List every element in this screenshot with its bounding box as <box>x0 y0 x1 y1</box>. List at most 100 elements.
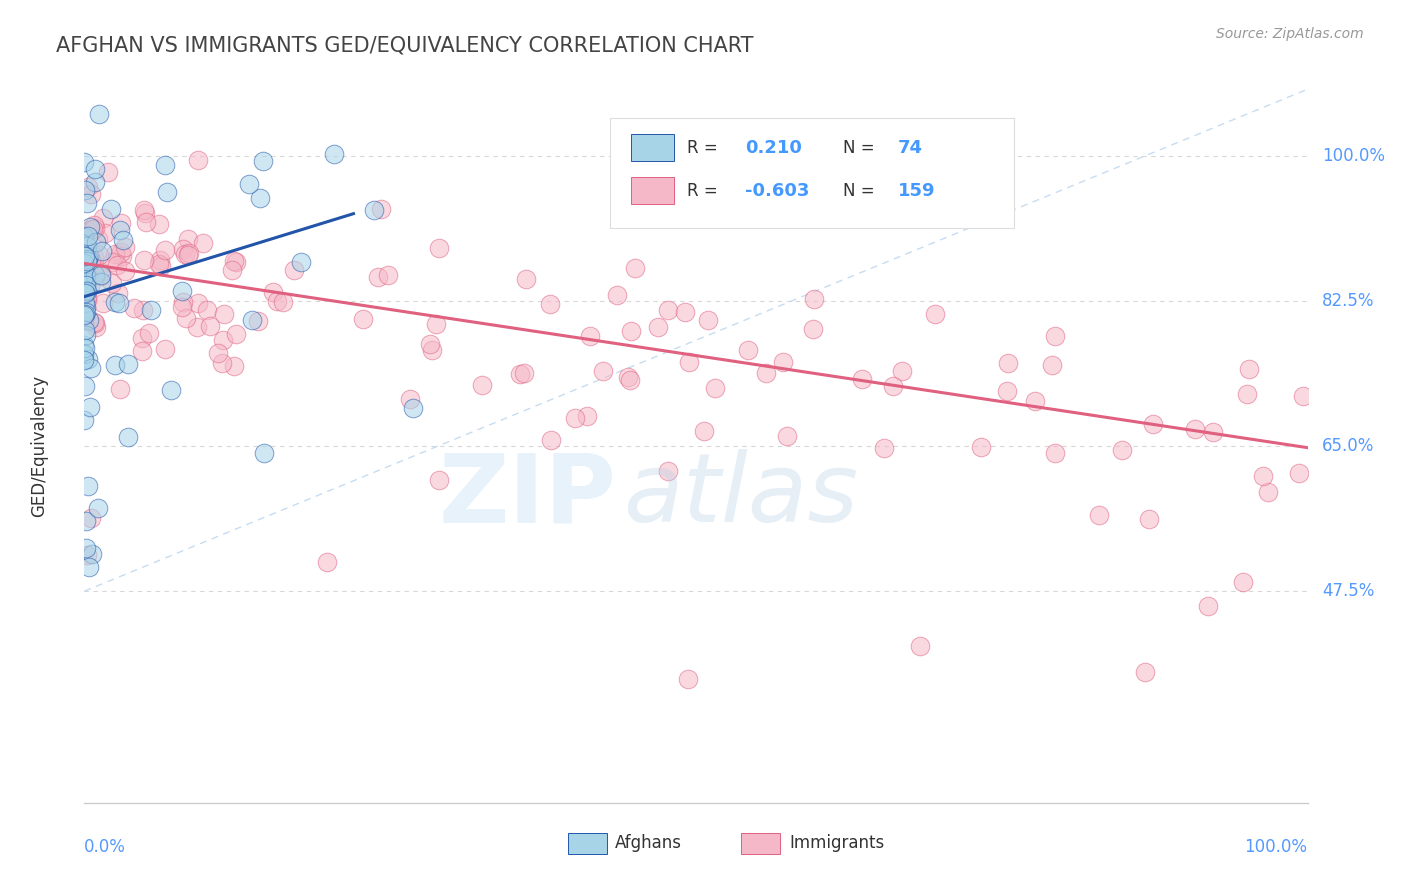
Text: N =: N = <box>842 182 880 200</box>
Point <box>657 464 679 478</box>
Point <box>77 351 100 366</box>
Point <box>564 411 586 425</box>
Point <box>512 367 534 381</box>
Text: 159: 159 <box>898 182 935 200</box>
Point <box>75 328 97 343</box>
Point <box>290 255 312 269</box>
Point <box>75 342 97 356</box>
Point <box>134 252 156 267</box>
Point <box>134 203 156 218</box>
Point <box>970 440 993 454</box>
Point <box>253 445 276 459</box>
Point <box>76 252 98 267</box>
Point <box>90 269 112 284</box>
Point <box>211 356 233 370</box>
Point <box>592 364 614 378</box>
Point <box>997 356 1019 370</box>
Text: Source: ZipAtlas.com: Source: ZipAtlas.com <box>1216 27 1364 41</box>
Point <box>427 473 450 487</box>
Point <box>73 379 96 393</box>
Point <box>75 287 97 301</box>
Point <box>370 202 392 216</box>
Point <box>73 353 96 368</box>
Point <box>76 239 98 253</box>
Point <box>515 271 537 285</box>
Point <box>224 254 246 268</box>
Point <box>238 177 260 191</box>
Point <box>1133 665 1156 680</box>
Point <box>107 286 129 301</box>
Point <box>101 255 124 269</box>
Point <box>75 283 97 297</box>
Point <box>575 409 598 423</box>
Point <box>117 357 139 371</box>
Point <box>77 228 100 243</box>
Point <box>367 270 389 285</box>
Point <box>352 312 374 326</box>
Point <box>73 254 96 268</box>
Point <box>79 560 101 574</box>
Point <box>108 295 131 310</box>
Point <box>606 288 628 302</box>
Point <box>80 222 103 236</box>
Point <box>75 263 97 277</box>
Point <box>76 254 98 268</box>
Point <box>75 275 97 289</box>
Text: AFGHAN VS IMMIGRANTS GED/EQUIVALENCY CORRELATION CHART: AFGHAN VS IMMIGRANTS GED/EQUIVALENCY COR… <box>56 36 754 55</box>
Point <box>76 224 98 238</box>
Point <box>419 337 441 351</box>
Point <box>87 248 110 262</box>
Point <box>131 344 153 359</box>
Point <box>149 259 172 273</box>
Point <box>73 256 96 270</box>
Point <box>851 372 873 386</box>
Point <box>110 216 132 230</box>
Point <box>538 296 561 310</box>
Point <box>73 285 96 300</box>
Point <box>429 241 451 255</box>
Point <box>83 218 105 232</box>
Point <box>73 313 96 327</box>
Text: N =: N = <box>842 139 880 157</box>
Point <box>246 314 269 328</box>
Point <box>114 264 136 278</box>
Point <box>172 300 194 314</box>
Point <box>73 338 96 352</box>
Point <box>73 271 96 285</box>
Point <box>75 305 97 319</box>
Point <box>91 296 114 310</box>
Point <box>135 215 157 229</box>
FancyBboxPatch shape <box>741 833 780 855</box>
Point <box>73 413 96 427</box>
Point <box>73 347 96 361</box>
Point <box>73 285 96 300</box>
Point <box>90 275 112 289</box>
Text: 47.5%: 47.5% <box>1322 582 1375 600</box>
Point <box>84 320 107 334</box>
Point <box>90 244 112 259</box>
Point <box>678 672 700 686</box>
Point <box>1087 508 1109 522</box>
Point <box>186 320 208 334</box>
Text: Immigrants: Immigrants <box>789 835 884 853</box>
Point <box>73 183 96 197</box>
Point <box>100 202 122 217</box>
Point <box>772 355 794 369</box>
Point <box>73 249 96 263</box>
Point <box>105 258 128 272</box>
Point <box>131 331 153 345</box>
Point <box>1197 599 1219 614</box>
Point <box>76 293 98 307</box>
Point <box>75 268 97 283</box>
Point <box>673 305 696 319</box>
Point <box>77 313 100 327</box>
Point <box>104 358 127 372</box>
Point <box>619 373 641 387</box>
Point <box>271 294 294 309</box>
Text: 82.5%: 82.5% <box>1322 292 1375 310</box>
Point <box>1184 422 1206 436</box>
Point <box>87 232 110 246</box>
FancyBboxPatch shape <box>568 833 606 855</box>
Point <box>80 186 103 201</box>
Point <box>83 317 105 331</box>
